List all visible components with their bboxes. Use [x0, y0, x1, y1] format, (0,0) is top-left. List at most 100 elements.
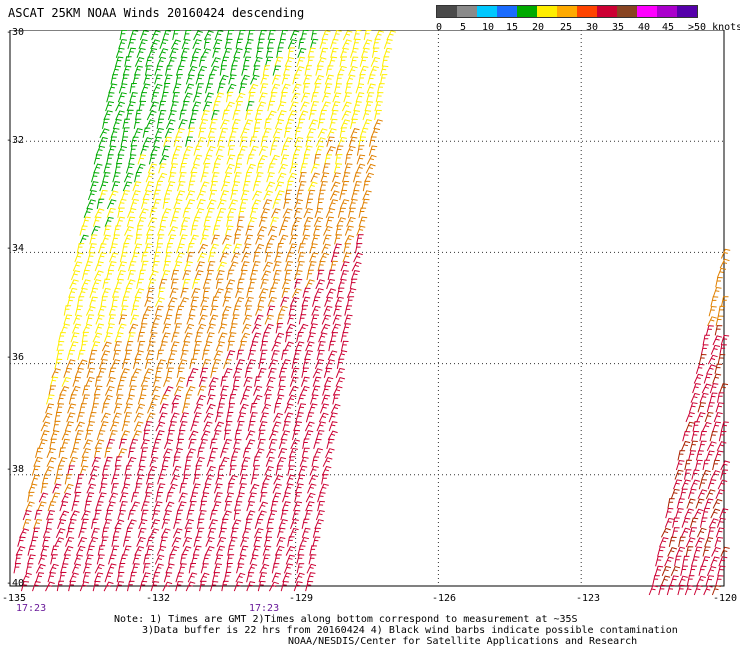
wind-barb — [190, 225, 198, 236]
wind-barb — [260, 278, 269, 290]
wind-barb — [152, 571, 161, 583]
wind-barb — [146, 545, 155, 556]
wind-barb — [186, 509, 195, 521]
wind-barb — [306, 269, 314, 281]
wind-barb — [98, 243, 107, 254]
wind-barb — [235, 38, 243, 49]
wind-barb — [33, 456, 43, 467]
wind-barb — [317, 340, 326, 352]
wind-barb — [178, 563, 187, 574]
wind-barb — [196, 527, 205, 538]
lon-label: -135 — [2, 593, 27, 604]
wind-barb — [317, 500, 325, 512]
wind-barb — [65, 536, 75, 547]
wind-barb — [660, 575, 671, 586]
wind-barb — [297, 47, 307, 58]
wind-barb — [191, 48, 202, 58]
wind-barb — [344, 305, 353, 316]
wind-barb — [128, 385, 137, 396]
wind-barb — [228, 394, 236, 405]
wind-barb — [54, 411, 62, 423]
wind-barb — [191, 216, 201, 227]
wind-map — [8, 29, 738, 604]
wind-barb — [712, 286, 722, 298]
wind-barb — [235, 154, 244, 165]
wind-barb — [177, 429, 186, 441]
wind-barb — [263, 323, 274, 334]
wind-barb — [685, 412, 695, 423]
wind-barb — [362, 119, 372, 130]
wind-barb — [310, 172, 320, 183]
wind-barb — [177, 180, 186, 192]
wind-barb — [278, 438, 288, 450]
wind-barb — [162, 29, 171, 41]
wind-barb — [207, 74, 216, 85]
wind-barb — [246, 287, 254, 298]
wind-barb — [225, 411, 234, 423]
wind-barb — [278, 234, 289, 245]
wind-barb — [97, 545, 106, 556]
wind-barb — [356, 154, 366, 165]
wind-barb — [136, 465, 146, 476]
wind-barb — [308, 403, 318, 414]
wind-barb — [71, 563, 82, 574]
wind-barb — [152, 189, 161, 201]
wind-barb — [302, 154, 310, 165]
wind-barb — [701, 383, 712, 394]
wind-barb — [239, 545, 249, 556]
wind-barb — [702, 459, 711, 471]
wind-barb — [166, 305, 175, 316]
wind-barb — [73, 554, 83, 565]
wind-barb — [703, 373, 713, 384]
wind-barb — [31, 465, 41, 476]
wind-barb — [236, 216, 245, 227]
wind-barb — [229, 323, 238, 334]
wind-barb — [687, 488, 697, 499]
wind-barb — [81, 448, 92, 458]
wind-barb — [249, 269, 258, 281]
wind-barb — [333, 163, 343, 174]
wind-barb — [88, 411, 97, 423]
wind-barb — [19, 528, 30, 539]
wind-barb — [356, 234, 364, 245]
wind-barb — [720, 421, 729, 432]
wind-barb — [193, 340, 202, 352]
wind-barb — [166, 367, 174, 378]
wind-barb — [206, 207, 215, 218]
wind-barb — [78, 287, 88, 298]
wind-barb — [675, 459, 685, 471]
wind-barb — [125, 340, 134, 352]
wind-barb — [245, 430, 256, 441]
wind-barb — [127, 509, 136, 521]
wind-barb — [303, 216, 314, 227]
wind-barb — [50, 545, 59, 556]
wind-barb — [158, 100, 166, 112]
wind-barb — [268, 581, 279, 592]
wind-barb — [30, 536, 39, 547]
wind-barb — [33, 518, 43, 530]
wind-barb — [134, 483, 143, 494]
wind-barb — [193, 92, 202, 103]
wind-barb — [229, 127, 239, 138]
wind-barb — [221, 109, 230, 121]
wind-barb — [166, 358, 175, 370]
wind-barb — [682, 555, 690, 567]
wind-barb — [61, 430, 72, 441]
wind-barb — [175, 305, 185, 316]
wind-barb — [156, 359, 166, 370]
wind-barb — [87, 358, 95, 369]
wind-barb — [162, 198, 170, 209]
wind-barb — [42, 412, 53, 423]
wind-barb — [205, 332, 215, 343]
wind-barb — [182, 207, 191, 218]
wind-barb — [266, 376, 276, 387]
wind-barb — [311, 305, 321, 316]
wind-barb — [99, 358, 108, 370]
wind-barb — [101, 403, 110, 414]
wind-barb — [264, 385, 274, 396]
wind-barb — [153, 501, 163, 512]
wind-barb — [86, 483, 97, 494]
wind-barb — [327, 350, 338, 361]
wind-barb — [154, 127, 164, 138]
wind-barb — [216, 536, 227, 547]
